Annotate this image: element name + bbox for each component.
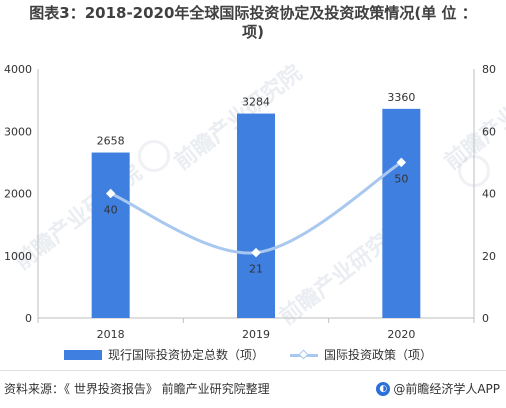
y-right-tick-label: 20 (482, 250, 496, 263)
legend-line-swatch (290, 350, 318, 360)
chart-title: 图表3：2018-2020年全球国际投资协定及投资政策情况(单 位 ： 项) (0, 4, 506, 42)
legend-line-label: 国际投资政策（项） (324, 348, 433, 362)
bar-value-label: 3360 (387, 91, 415, 104)
footer: 资料来源：《 世界投资报告》 前瞻产业研究院整理 ◐ @前瞻经济学人APP (0, 370, 506, 407)
legend: 现行国际投资协定总数（项） 国际投资政策（项） (0, 346, 506, 366)
legend-item-bar: 现行国际投资协定总数（项） (64, 346, 264, 363)
line-value-label: 40 (104, 204, 118, 217)
y-left-tick-label: 0 (25, 312, 32, 325)
brand-text: @前瞻经济学人APP (393, 382, 500, 396)
legend-bar-label: 现行国际投资协定总数（项） (108, 348, 265, 362)
y-right-tick-label: 60 (482, 125, 496, 138)
line-value-label: 50 (394, 172, 408, 185)
legend-bar-swatch (64, 349, 102, 360)
circle-logo-icon: ◐ (376, 381, 391, 396)
y-left-tick-label: 1000 (4, 250, 32, 263)
bar (91, 152, 130, 318)
bar (382, 108, 421, 318)
y-left-tick-label: 3000 (4, 125, 32, 138)
x-tick-label: 2018 (97, 328, 125, 341)
y-left-tick-label: 4000 (4, 63, 32, 76)
line-point (105, 188, 116, 199)
chart-title-line2: 项) (242, 23, 264, 41)
line-point (251, 247, 261, 258)
y-right-tick-label: 80 (482, 63, 496, 76)
x-tick-label: 2019 (242, 328, 270, 341)
legend-item-line: 国际投资政策（项） (290, 346, 432, 363)
x-tick-label: 2020 (387, 328, 415, 341)
bar-value-label: 3284 (242, 96, 270, 109)
line-value-label: 21 (249, 263, 263, 276)
source-note: 资料来源：《 世界投资报告》 前瞻产业研究院整理 (4, 382, 270, 396)
y-left-tick-label: 2000 (4, 188, 32, 201)
y-right-tick-label: 0 (482, 312, 489, 325)
chart-svg: 0 1000 2000 3000 4000 0 20 40 60 80 2658 3284 3360 20… (4, 63, 496, 341)
line-point (396, 157, 407, 168)
bar (237, 113, 275, 318)
chart-title-line1: 图表3：2018-2020年全球国际投资协定及投资政策情况(单 位 ： (29, 4, 477, 22)
y-right-tick-label: 40 (482, 188, 496, 201)
bar-value-label: 2658 (97, 135, 125, 148)
brand: ◐ @前瞻经济学人APP (376, 380, 500, 397)
